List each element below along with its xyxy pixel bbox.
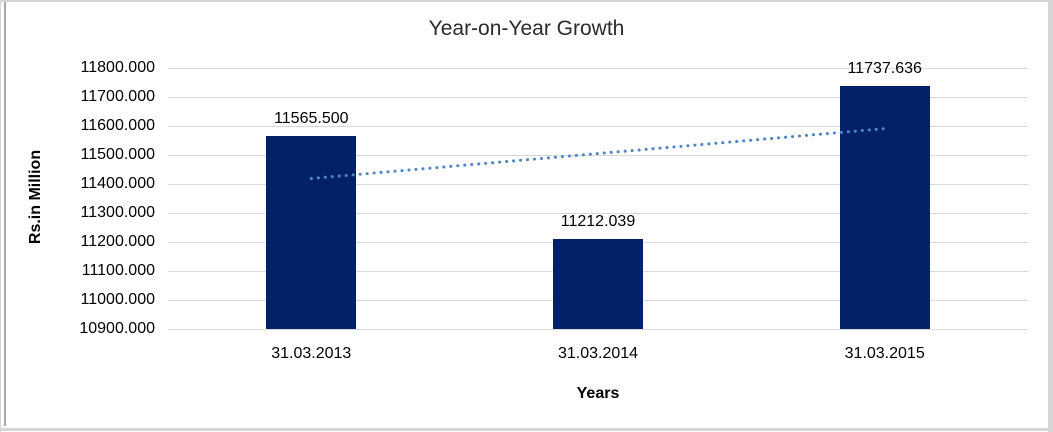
gridline bbox=[168, 184, 1028, 185]
y-tick-label: 10900.000 bbox=[79, 320, 155, 337]
bar-data-label: 11212.039 bbox=[560, 212, 636, 230]
y-tick-label: 11200.000 bbox=[80, 233, 155, 250]
x-tick-label: 31.03.2014 bbox=[557, 345, 639, 362]
x-tick-label: 31.03.2015 bbox=[844, 345, 925, 362]
y-tick-label: 11300.000 bbox=[80, 204, 155, 221]
frame-left-accent-line bbox=[4, 2, 6, 426]
chart-title: Year-on-Year Growth bbox=[428, 17, 625, 40]
y-tick-label: 11100.000 bbox=[81, 262, 155, 279]
y-tick-label: 11700.000 bbox=[80, 88, 155, 105]
x-axis-title: Years bbox=[576, 385, 620, 402]
bar-31.03.2014 bbox=[553, 238, 643, 329]
frame-border-top bbox=[0, 0, 1053, 2]
bar-31.03.2013 bbox=[266, 136, 357, 329]
frame-border-right bbox=[1048, 0, 1053, 432]
linear-trendline bbox=[309, 127, 887, 180]
gridline bbox=[168, 126, 1028, 127]
bar-data-label: 11565.500 bbox=[274, 110, 349, 127]
gridline bbox=[168, 329, 1028, 330]
y-tick-label: 11800.000 bbox=[80, 59, 155, 76]
frame-border-left bbox=[0, 0, 1, 432]
gridline bbox=[168, 97, 1028, 98]
gridline bbox=[168, 213, 1028, 214]
gridline bbox=[168, 68, 1028, 69]
y-tick-label: 11400.000 bbox=[80, 175, 155, 192]
y-axis-title: Rs.in Million bbox=[27, 149, 44, 245]
bar-data-label: 11737.636 bbox=[847, 60, 922, 78]
x-tick-label: 31.03.2013 bbox=[271, 345, 352, 362]
y-tick-label: 11600.000 bbox=[80, 117, 155, 134]
bar-31.03.2015 bbox=[839, 86, 930, 329]
y-tick-label: 11500.000 bbox=[80, 146, 155, 163]
frame-border-bottom bbox=[0, 428, 1053, 431]
y-tick-label: 11000.000 bbox=[80, 291, 155, 308]
